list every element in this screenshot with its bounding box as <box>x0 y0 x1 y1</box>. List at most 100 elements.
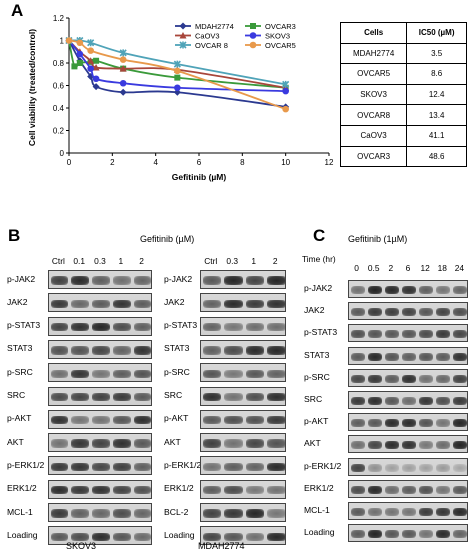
legend-entry: CaOV3 <box>195 32 220 41</box>
blot-band <box>112 439 131 448</box>
y-tick-label: 0.8 <box>53 59 65 68</box>
blot-band <box>71 299 90 308</box>
blot-band <box>50 462 69 472</box>
blot-strip <box>48 270 152 289</box>
blot-strip <box>348 502 468 520</box>
blot-band <box>133 346 151 355</box>
lane-label: 0.3 <box>226 256 239 266</box>
blot-band <box>50 486 69 495</box>
blot-band <box>245 392 264 402</box>
protein-label: SRC <box>164 390 183 400</box>
data-point <box>119 79 127 87</box>
blot-band <box>50 346 69 355</box>
blot-band <box>224 276 243 285</box>
blot-band <box>367 397 382 405</box>
blot-band <box>401 463 417 472</box>
blot-band <box>202 532 221 541</box>
blot-band <box>401 352 417 361</box>
blot-band <box>436 352 451 361</box>
blot-band <box>112 369 131 378</box>
data-point <box>93 57 100 64</box>
blot-band <box>245 299 264 308</box>
lane-label: Ctrl <box>204 256 218 266</box>
blot-strip <box>48 456 152 476</box>
blot-band <box>350 397 365 405</box>
protein-label: p-ERK1/2 <box>164 459 202 470</box>
blot-band <box>50 299 69 308</box>
table-header-row: Cells IC50 (µM) <box>339 22 467 44</box>
blot-strip <box>48 526 152 546</box>
protein-label: p-SRC <box>164 366 190 377</box>
protein-label: ERK1/2 <box>304 482 334 493</box>
blot-band <box>202 439 221 448</box>
blot-strip <box>348 457 468 476</box>
blot-band <box>419 485 434 494</box>
blot-band <box>71 462 90 472</box>
blot-band <box>112 509 131 518</box>
protein-label: JAK2 <box>7 296 28 307</box>
blot-strip <box>348 324 468 343</box>
data-point <box>282 80 290 88</box>
lane-label: 0.1 <box>73 256 86 266</box>
blot-band <box>267 416 285 425</box>
blot-band <box>267 369 285 378</box>
blot-band <box>367 419 382 428</box>
blot-band <box>453 441 467 450</box>
lane-label: 2 <box>388 263 394 273</box>
data-point <box>87 57 95 64</box>
blot-band <box>367 441 382 450</box>
blot-band <box>92 532 110 541</box>
viability-chart: 0 2 4 6 8 10 12 0 0.2 0.4 0.6 0.8 1 1.2 Gefitinib (µM)… <box>27 14 334 182</box>
blot-band <box>71 486 90 495</box>
blot-band <box>367 463 382 472</box>
blot-band <box>419 352 434 361</box>
blot-band <box>92 416 110 425</box>
blot-band <box>267 299 285 308</box>
blot-band <box>419 397 434 405</box>
data-point <box>87 47 94 54</box>
blot-band <box>202 462 221 472</box>
blot-band <box>350 485 365 494</box>
blot-band <box>419 374 434 383</box>
data-point <box>174 74 181 81</box>
blot-strip <box>200 456 286 476</box>
blot-strip <box>200 503 286 522</box>
blot-band <box>202 346 221 355</box>
lane-label: 18 <box>437 263 447 273</box>
blot-band <box>436 419 451 428</box>
blot-band <box>453 286 467 294</box>
table-cell: OVCAR8 <box>339 104 408 126</box>
blot-band <box>401 530 417 539</box>
protein-label: JAK2 <box>304 305 325 316</box>
y-tick-label: 0.4 <box>53 104 65 113</box>
blot-band <box>267 509 285 518</box>
blot-strip <box>200 433 286 453</box>
blot-band <box>384 419 399 428</box>
blot-band <box>384 441 399 450</box>
blot-band <box>350 330 365 339</box>
panel-b-treatment-label: Gefitinib (µM) <box>140 234 195 244</box>
blot-band <box>267 486 285 495</box>
protein-label: p-SRC <box>7 366 33 377</box>
skov3-label: SKOV3 <box>66 541 97 551</box>
blot-band <box>436 397 451 405</box>
protein-label: p-ERK1/2 <box>7 459 45 470</box>
blot-strip <box>200 339 286 359</box>
blot-band <box>419 441 434 450</box>
blot-band <box>92 299 110 308</box>
blot-band <box>401 397 417 405</box>
blot-band <box>224 439 243 448</box>
blot-strip <box>348 368 468 387</box>
blot-band <box>384 352 399 361</box>
data-point <box>92 64 100 71</box>
protein-label: ERK1/2 <box>7 483 37 494</box>
blot-band <box>112 416 131 425</box>
blot-band <box>133 369 151 378</box>
lane-label: 12 <box>420 263 430 273</box>
blot-band <box>436 530 451 539</box>
blot-band <box>245 532 264 541</box>
data-point <box>76 50 84 58</box>
blot-band <box>453 508 467 516</box>
y-tick-label: 1.2 <box>53 14 65 23</box>
blot-strip <box>48 409 152 429</box>
